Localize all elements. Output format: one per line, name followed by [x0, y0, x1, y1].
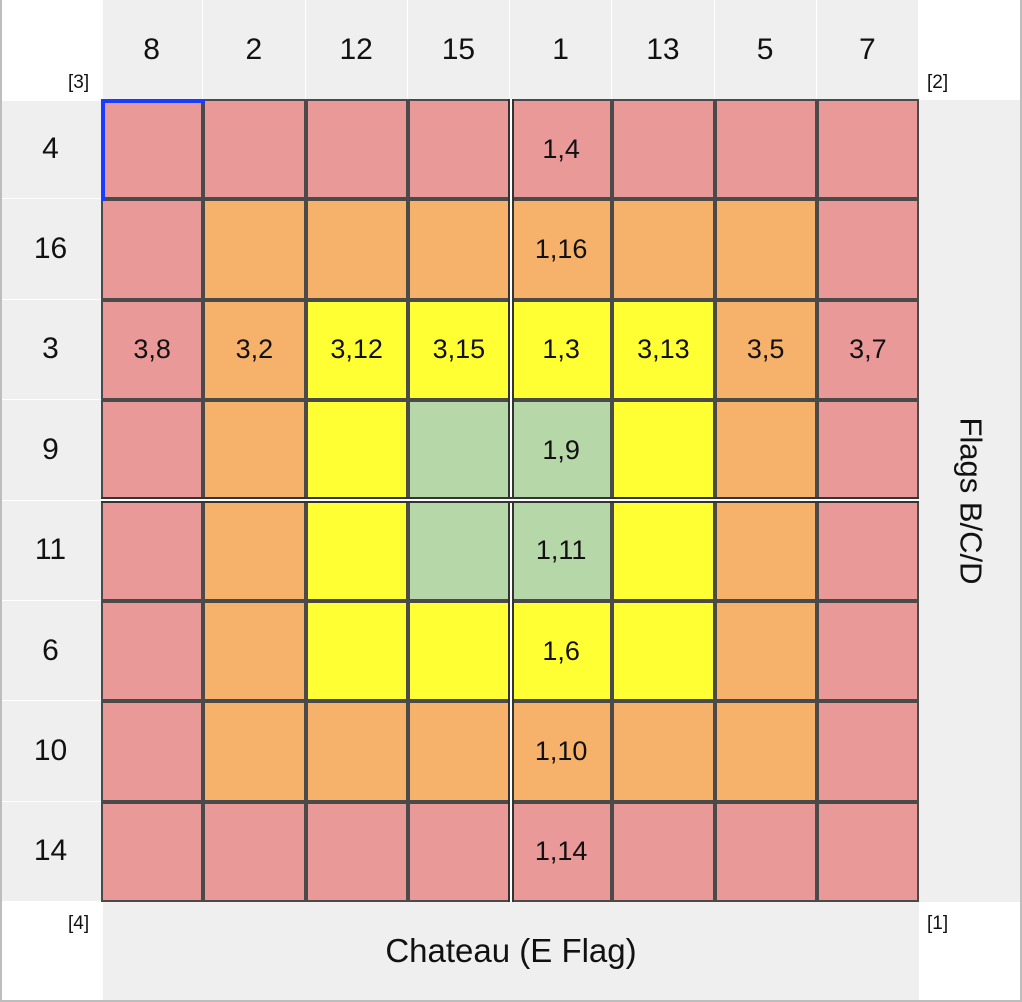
grid-cell[interactable]	[103, 803, 202, 901]
grid-cell[interactable]: 3,13	[614, 301, 713, 399]
grid-cell[interactable]	[818, 402, 917, 499]
grid-cell[interactable]: 1,4	[512, 101, 611, 198]
grid-cell[interactable]	[103, 703, 202, 800]
grid-cell[interactable]	[614, 101, 713, 198]
row-header[interactable]: 14	[0, 802, 101, 903]
grid-cell[interactable]	[614, 703, 713, 800]
outer-border-right	[1020, 0, 1022, 1002]
grid-cell[interactable]	[307, 603, 406, 700]
column-header[interactable]: 7	[817, 0, 919, 99]
grid-cell[interactable]	[205, 603, 304, 700]
grid-cell[interactable]	[818, 703, 917, 800]
grid-cell[interactable]: 3,8	[103, 301, 202, 399]
grid-cell[interactable]	[307, 803, 406, 901]
grid-cell[interactable]	[205, 803, 304, 901]
grid-cell[interactable]: 3,12	[307, 301, 406, 399]
column-header[interactable]: 8	[101, 0, 204, 99]
grid-cell[interactable]	[409, 502, 508, 599]
grid-cell[interactable]: 3,2	[205, 301, 304, 399]
row-header[interactable]: 9	[0, 400, 101, 501]
grid-cell[interactable]	[205, 101, 304, 198]
grid-cell[interactable]	[307, 402, 406, 499]
grid-cell[interactable]	[716, 703, 815, 800]
grid-cell[interactable]	[103, 402, 202, 499]
corner-label-top-left: [3]	[68, 72, 90, 93]
grid-cell[interactable]	[614, 201, 713, 298]
column-header[interactable]: 12	[306, 0, 408, 99]
grid-cell[interactable]	[716, 201, 815, 298]
grid-cell[interactable]: 1,11	[512, 502, 611, 599]
grid-cell[interactable]	[614, 603, 713, 700]
column-header[interactable]: 2	[203, 0, 306, 99]
bottom-axis-label: Chateau (E Flag)	[103, 902, 919, 1000]
grid-cell[interactable]: 1,14	[512, 803, 611, 901]
grid-cell[interactable]	[818, 101, 917, 198]
grid-cell[interactable]: 3,15	[409, 301, 508, 399]
right-axis-label: Flags B/C/D	[919, 100, 1022, 902]
horizontal-divider	[101, 497, 919, 503]
grid-cell[interactable]	[307, 201, 406, 298]
grid-cell[interactable]	[307, 703, 406, 800]
grid-cell[interactable]	[716, 803, 815, 901]
grid-cell[interactable]	[716, 502, 815, 599]
grid-cell[interactable]	[716, 603, 815, 700]
row-header[interactable]: 16	[0, 199, 101, 300]
corner-label-bottom-right: [1]	[927, 913, 949, 934]
grid-cell[interactable]: 1,3	[512, 301, 611, 399]
grid-cell[interactable]: 1,16	[512, 201, 611, 298]
column-header[interactable]: 1	[510, 0, 613, 99]
outer-border-left	[0, 0, 2, 1002]
row-header-bar	[0, 101, 101, 902]
outer-border-bottom	[0, 1000, 1022, 1002]
column-header[interactable]: 5	[715, 0, 817, 99]
grid-cell[interactable]	[307, 502, 406, 599]
column-header[interactable]: 13	[612, 0, 715, 99]
grid-cell[interactable]	[716, 402, 815, 499]
right-axis-label-text: Flags B/C/D	[953, 417, 989, 585]
row-header[interactable]: 11	[0, 501, 101, 601]
grid-cell[interactable]	[205, 703, 304, 800]
grid-cell[interactable]	[409, 803, 508, 901]
column-header-bar	[103, 0, 919, 99]
grid-cell[interactable]	[409, 201, 508, 298]
grid-cell[interactable]	[409, 603, 508, 700]
grid-cell[interactable]	[205, 502, 304, 599]
row-header[interactable]: 6	[0, 601, 101, 702]
grid-cell[interactable]	[409, 101, 508, 198]
corner-label-bottom-left: [4]	[68, 913, 90, 934]
grid-cell[interactable]	[205, 402, 304, 499]
row-header[interactable]: 4	[0, 99, 101, 200]
grid-cell[interactable]	[716, 101, 815, 198]
grid-cell[interactable]	[103, 101, 202, 198]
grid-cell[interactable]: 3,5	[716, 301, 815, 399]
seating-grid: 1,4 1,16 3,8 3,2 3,12 3,15 1,3 3,13 3,5 3,7 1,9 1,1…	[101, 99, 919, 902]
grid-cell[interactable]: 3,7	[818, 301, 917, 399]
grid-cell[interactable]: 1,10	[512, 703, 611, 800]
grid-cell[interactable]	[818, 803, 917, 901]
grid-cell[interactable]	[818, 603, 917, 700]
corner-label-top-right: [2]	[927, 72, 949, 93]
grid-cell[interactable]	[205, 201, 304, 298]
grid-cell[interactable]	[409, 402, 508, 499]
grid-cell[interactable]	[614, 402, 713, 499]
grid-cell[interactable]	[103, 502, 202, 599]
grid-cell[interactable]	[409, 703, 508, 800]
grid-cell[interactable]: 1,6	[512, 603, 611, 700]
grid-cell[interactable]	[818, 201, 917, 298]
grid-cell[interactable]	[614, 803, 713, 901]
column-header[interactable]: 15	[408, 0, 510, 99]
grid-cell[interactable]	[818, 502, 917, 599]
row-header[interactable]: 10	[0, 701, 101, 802]
row-header[interactable]: 3	[0, 300, 101, 401]
grid-cell[interactable]	[307, 101, 406, 198]
grid-cell[interactable]: 1,9	[512, 402, 611, 499]
grid-cell[interactable]	[614, 502, 713, 599]
grid-cell[interactable]	[103, 603, 202, 700]
grid-cell[interactable]	[103, 201, 202, 298]
